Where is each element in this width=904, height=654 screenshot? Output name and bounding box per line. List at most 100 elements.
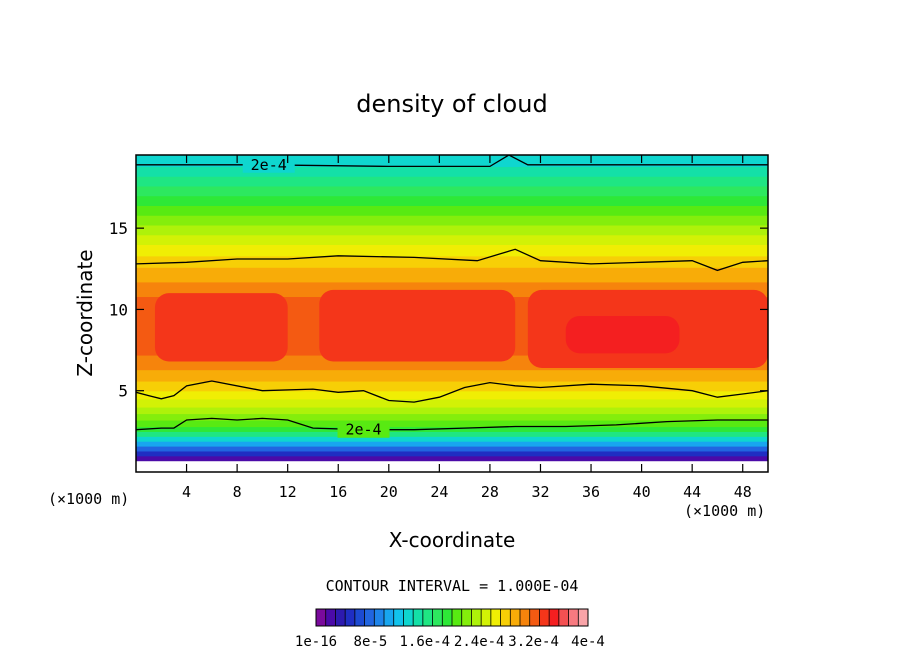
x-tick-label: 16 [329,483,347,501]
contour-line [136,248,768,272]
field-band [136,455,768,462]
colorbar-swatch [345,609,356,626]
colorbar-label: 2.4e-4 [454,634,505,650]
field-band [136,426,768,432]
contour-interval-text: CONTOUR INTERVAL = 1.000E-04 [326,577,579,595]
x-axis-title: X-coordinate [389,528,516,552]
field-band [136,224,768,236]
field-band [136,234,768,246]
x-tick-label: 12 [279,483,297,501]
field-band [136,205,768,216]
colorbar-swatch [403,609,414,626]
colorbar [315,608,589,627]
colorbar-swatch [510,609,521,626]
contour-labels: 2e-4 2e-4 [242,155,390,439]
field-band [136,436,768,442]
field-band [136,431,768,437]
colorbar-swatch [335,609,346,626]
field-patch [319,289,516,362]
field-band [136,450,768,457]
x-tick-label: 24 [430,483,448,501]
colorbar-swatch [384,609,395,626]
colorbar-label: 1e-16 [295,634,337,650]
x-tick-label: 48 [734,483,752,501]
colorbar-swatch [481,609,492,626]
x-unit-label-left: (×1000 m) [48,490,129,508]
colorbar-label: 8e-5 [354,634,388,650]
colorbar-swatch [490,609,501,626]
colorbar-swatch [432,609,443,626]
x-unit-label-right: (×1000 m) [684,502,765,520]
chart-title: density of cloud [356,90,547,118]
field-band [136,369,768,382]
x-tick-label: 4 [182,483,191,501]
contour-label-bg [337,420,390,438]
colorbar-swatch [393,609,404,626]
y-axis-title: Z-coordinate [73,249,97,376]
colorbar-swatch [471,609,482,626]
contour-label: 2e-4 [345,421,381,439]
colorbar-swatch [354,609,365,626]
colorbar-frame [315,608,589,627]
x-tick-label: 44 [683,483,701,501]
field-band [136,413,768,421]
contour-label: 2e-4 [251,156,287,174]
colorbar-labels: 1e-16 8e-5 1.6e-4 2.4e-4 3.2e-4 4e-4 [295,634,605,650]
field-band [136,441,768,447]
colorbar-swatch [316,609,327,626]
field-band [136,390,768,400]
x-tick-label: 40 [633,483,651,501]
y-tick-label: 5 [118,382,128,401]
field-band [136,176,768,187]
colorbar-swatch [539,609,550,626]
x-tick-label: 36 [582,483,600,501]
contour-label-bg [242,155,295,173]
field-band [136,445,768,452]
colorbar-label: 3.2e-4 [508,634,559,650]
field-band [136,155,768,167]
colorbar-swatch [520,609,531,626]
colorbar-swatch [529,609,540,626]
x-tick-label: 20 [380,483,398,501]
plot-area [136,155,768,472]
colorbar-swatch [549,609,560,626]
field-patch [565,315,680,354]
field-band [136,185,768,197]
colorbar-swatch [413,609,424,626]
colorbar-label: 1.6e-4 [400,634,451,650]
field-band [136,380,768,392]
colorbar-swatch [558,609,569,626]
x-tick-label: 8 [233,483,242,501]
x-tick-label: 28 [481,483,499,501]
field-band [136,406,768,415]
colorbar-swatch [325,609,336,626]
field-band [136,267,768,283]
field-band [136,215,768,226]
y-axis: 5 10 15 [109,219,768,401]
y-tick-label: 15 [109,219,128,238]
colorbar-swatch [374,609,385,626]
colorbar-swatch [578,609,589,626]
colorbar-swatch [461,609,472,626]
field-patch [154,293,288,362]
plot-frame [135,154,769,473]
x-tick-label: 32 [531,483,549,501]
colorbar-swatch [442,609,453,626]
field-band [136,166,768,177]
y-tick-label: 10 [109,300,128,319]
colorbar-swatch [500,609,511,626]
field-band [136,244,768,257]
field-band [136,460,768,472]
colorbar-swatch [364,609,375,626]
colorbar-swatch [452,609,463,626]
contour-line [136,380,768,403]
field-band [136,419,768,428]
colorbar-label: 4e-4 [571,634,605,650]
field-band [136,398,768,408]
field-band [136,255,768,268]
field-band [136,195,768,206]
colorbar-swatch [422,609,433,626]
colorbar-swatch [568,609,579,626]
x-axis: 4 8 12 16 20 24 28 32 36 40 44 48 [182,155,752,501]
